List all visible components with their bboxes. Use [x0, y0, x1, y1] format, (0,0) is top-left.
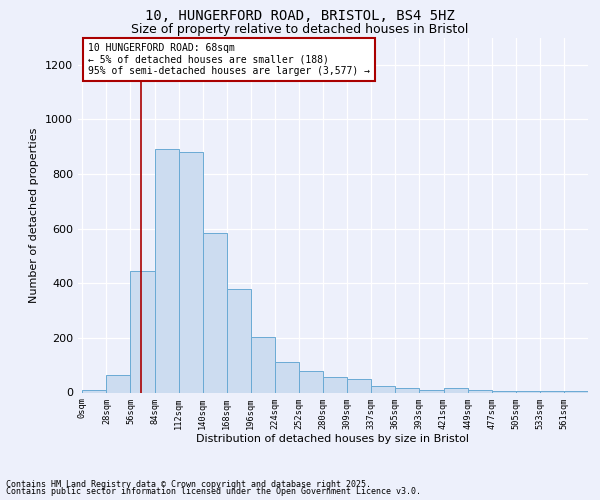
Bar — [251, 336, 275, 392]
Bar — [227, 288, 251, 393]
Text: Contains public sector information licensed under the Open Government Licence v3: Contains public sector information licen… — [6, 487, 421, 496]
Bar — [179, 152, 203, 392]
Bar — [299, 370, 323, 392]
Y-axis label: Number of detached properties: Number of detached properties — [29, 128, 40, 302]
Bar — [323, 378, 347, 392]
Bar — [203, 233, 227, 392]
Bar — [395, 388, 419, 392]
Text: 10, HUNGERFORD ROAD, BRISTOL, BS4 5HZ: 10, HUNGERFORD ROAD, BRISTOL, BS4 5HZ — [145, 9, 455, 23]
Text: Size of property relative to detached houses in Bristol: Size of property relative to detached ho… — [131, 22, 469, 36]
Bar — [371, 386, 395, 392]
Bar — [275, 362, 299, 392]
Text: Contains HM Land Registry data © Crown copyright and database right 2025.: Contains HM Land Registry data © Crown c… — [6, 480, 371, 489]
X-axis label: Distribution of detached houses by size in Bristol: Distribution of detached houses by size … — [197, 434, 470, 444]
Bar — [491, 391, 516, 392]
Bar — [516, 391, 540, 392]
Bar — [155, 150, 179, 392]
Bar — [443, 388, 467, 392]
Bar — [540, 391, 564, 392]
Text: 10 HUNGERFORD ROAD: 68sqm
← 5% of detached houses are smaller (188)
95% of semi-: 10 HUNGERFORD ROAD: 68sqm ← 5% of detach… — [88, 43, 370, 76]
Bar — [564, 391, 588, 392]
Bar — [82, 390, 106, 392]
Bar — [419, 390, 443, 392]
Bar — [106, 375, 130, 392]
Bar — [130, 271, 155, 392]
Bar — [467, 390, 491, 392]
Bar — [347, 380, 371, 392]
